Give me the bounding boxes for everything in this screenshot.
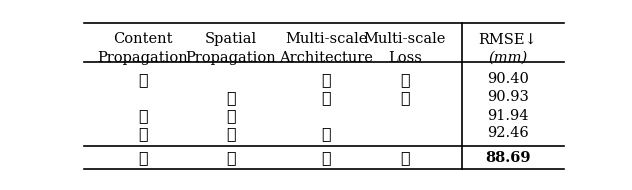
Text: Content: Content (113, 32, 173, 46)
Text: ✓: ✓ (138, 125, 147, 142)
Text: ✓: ✓ (322, 125, 331, 142)
Text: ✓: ✓ (138, 149, 147, 166)
Text: Propagation: Propagation (97, 51, 188, 65)
Text: ✓: ✓ (138, 71, 147, 88)
Text: ✓: ✓ (322, 71, 331, 88)
Text: Spatial: Spatial (205, 32, 257, 46)
Text: ✓: ✓ (400, 149, 410, 166)
Text: 92.46: 92.46 (487, 126, 528, 140)
Text: ✓: ✓ (400, 71, 410, 88)
Text: (mm): (mm) (488, 51, 527, 65)
Text: ✓: ✓ (226, 89, 236, 106)
Text: 88.69: 88.69 (485, 151, 530, 165)
Text: ✓: ✓ (400, 89, 410, 106)
Text: RMSE↓: RMSE↓ (478, 32, 537, 46)
Text: Loss: Loss (388, 51, 422, 65)
Text: ✓: ✓ (138, 107, 147, 124)
Text: 91.94: 91.94 (487, 109, 528, 123)
Text: Propagation: Propagation (185, 51, 276, 65)
Text: Multi-scale: Multi-scale (363, 32, 446, 46)
Text: Architecture: Architecture (279, 51, 374, 65)
Text: ✓: ✓ (226, 149, 236, 166)
Text: Multi-scale: Multi-scale (285, 32, 368, 46)
Text: ✓: ✓ (322, 149, 331, 166)
Text: 90.40: 90.40 (487, 72, 528, 86)
Text: ✓: ✓ (322, 89, 331, 106)
Text: ✓: ✓ (226, 107, 236, 124)
Text: ✓: ✓ (226, 125, 236, 142)
Text: 90.93: 90.93 (487, 90, 528, 105)
